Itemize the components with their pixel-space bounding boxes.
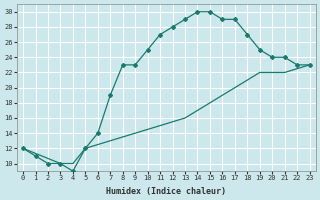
X-axis label: Humidex (Indice chaleur): Humidex (Indice chaleur) [106, 187, 226, 196]
